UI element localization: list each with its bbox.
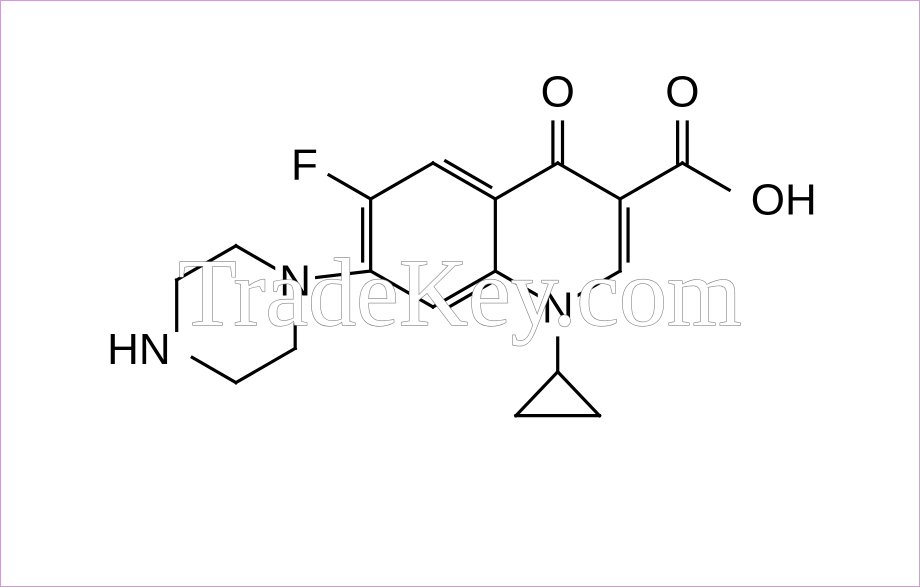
ciprofloxacin-structure: O O OH F N N HN	[15, 25, 905, 562]
atom-label: N	[279, 256, 311, 305]
atom-label: O	[665, 67, 699, 116]
atom-label: N	[542, 283, 574, 332]
atom-label: F	[291, 140, 318, 189]
structure-panel: O O OH F N N HN	[15, 25, 905, 562]
atom-label: HN	[107, 325, 171, 374]
atom-label: OH	[751, 175, 817, 224]
atom-label: O	[541, 67, 575, 116]
